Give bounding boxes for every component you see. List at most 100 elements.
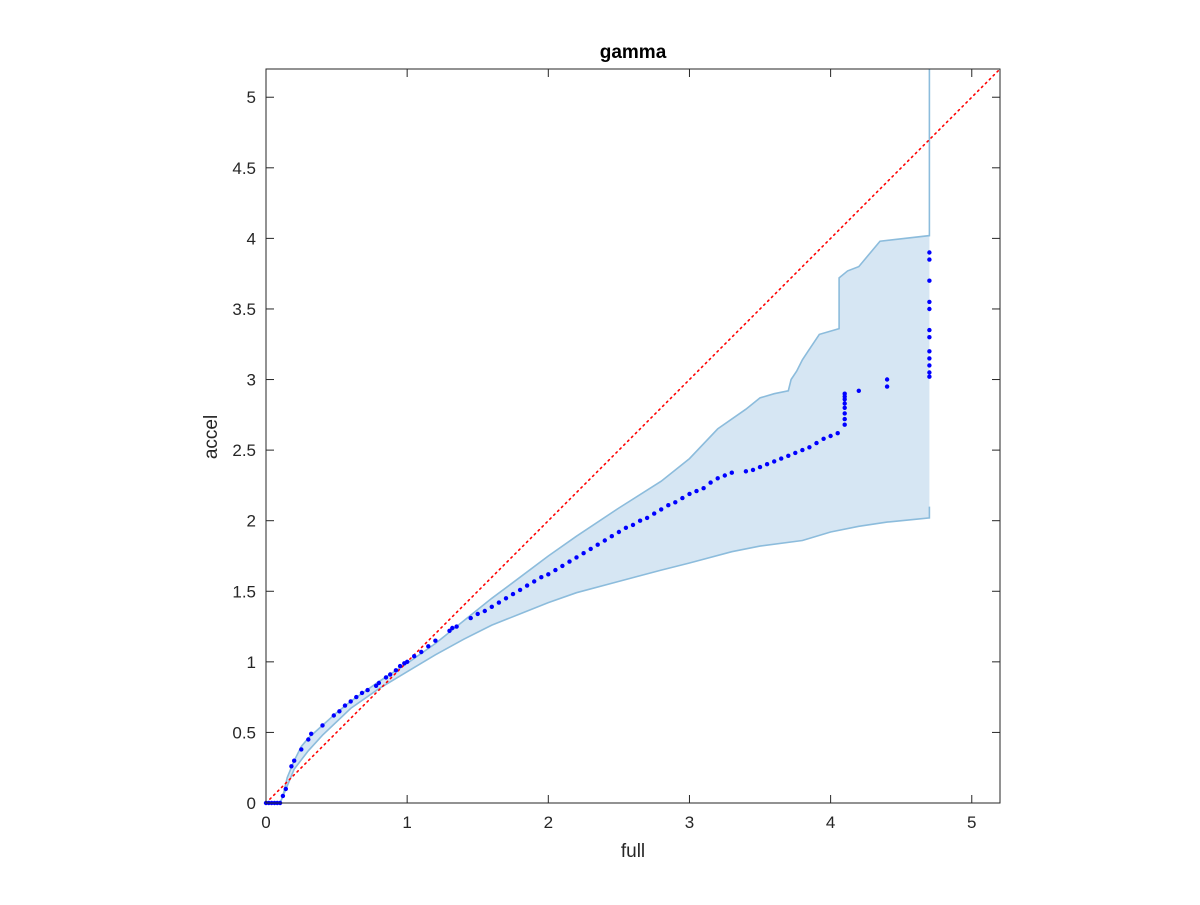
data-point	[715, 476, 720, 481]
y-tick-label: 4	[247, 229, 256, 248]
data-point	[673, 500, 678, 505]
data-point	[729, 470, 734, 475]
data-point	[359, 690, 365, 696]
data-point	[383, 675, 389, 680]
data-point	[757, 464, 763, 470]
data-point	[602, 538, 607, 543]
data-point	[280, 793, 286, 799]
reference-line	[265, 68, 1001, 804]
data-point	[637, 518, 643, 523]
data-point	[623, 525, 629, 530]
data-point	[419, 649, 424, 655]
data-point	[524, 583, 530, 588]
data-point	[927, 335, 932, 340]
data-point	[482, 608, 487, 614]
y-tick-label: 1	[247, 653, 256, 672]
y-tick-label: 2	[247, 512, 256, 531]
data-point	[337, 709, 342, 714]
data-point	[708, 480, 713, 485]
data-point	[842, 391, 847, 396]
y-tick-label: 3	[247, 371, 256, 390]
data-point	[588, 546, 593, 552]
data-point	[842, 422, 847, 427]
data-point	[927, 278, 932, 283]
data-point	[927, 327, 932, 333]
ticks-layer: 0 1 2 3 4 5 0 0.5 1 1.5 2 2.5 3 3.5 4 4.5 5	[232, 69, 1000, 832]
data-point	[454, 624, 459, 629]
data-point	[687, 491, 692, 497]
data-point	[927, 370, 932, 375]
confidence-band-fill	[280, 69, 930, 803]
data-point	[517, 587, 523, 593]
data-point	[289, 764, 294, 769]
data-point	[283, 786, 288, 792]
data-point	[320, 723, 325, 728]
y-axis-label: accel	[201, 415, 222, 459]
data-point	[644, 515, 650, 521]
data-point	[468, 615, 473, 621]
data-point	[447, 628, 452, 633]
data-point	[779, 456, 784, 461]
data-point	[609, 534, 614, 539]
y-tick-label: 2.5	[232, 441, 256, 460]
data-point	[393, 668, 399, 673]
data-point	[701, 486, 706, 491]
data-point	[309, 731, 314, 736]
data-point	[842, 411, 847, 416]
y-tick-label: 4.5	[232, 159, 256, 178]
data-point	[750, 467, 756, 473]
data-point	[412, 654, 417, 659]
y-tick-label: 0.5	[232, 723, 256, 742]
reference-line-layer	[265, 68, 1001, 804]
data-point	[764, 462, 770, 467]
data-point	[510, 591, 516, 597]
y-tick-label: 3.5	[232, 300, 256, 319]
band-upper-edge	[279, 69, 931, 804]
data-point	[581, 551, 586, 556]
data-point	[666, 503, 671, 508]
data-point	[595, 542, 600, 547]
y-tick-label: 5	[247, 88, 256, 107]
data-point	[786, 453, 791, 458]
data-point	[373, 683, 379, 688]
data-point	[927, 356, 932, 361]
x-tick-label: 1	[402, 813, 411, 832]
data-point	[365, 687, 370, 693]
data-point	[489, 604, 494, 609]
data-point	[927, 299, 932, 305]
data-point	[292, 758, 297, 763]
data-point	[772, 459, 777, 464]
data-point	[842, 401, 847, 406]
data-point	[567, 559, 572, 564]
data-point	[342, 703, 348, 708]
data-point	[927, 306, 932, 312]
axes-box	[265, 68, 1001, 804]
data-point	[652, 511, 657, 516]
data-point	[694, 488, 699, 494]
data-point	[397, 663, 403, 669]
y-tick-label: 1.5	[232, 582, 256, 601]
data-point	[884, 377, 890, 382]
data-point	[927, 250, 932, 255]
data-point	[927, 363, 932, 368]
axes-layer	[265, 68, 1001, 804]
data-point	[450, 625, 455, 631]
data-point	[743, 469, 749, 474]
x-axis-label: full	[621, 841, 645, 862]
data-point	[835, 431, 840, 436]
data-point	[828, 433, 833, 439]
data-point	[299, 747, 304, 752]
data-point	[574, 555, 579, 560]
data-point	[927, 257, 932, 262]
confidence-band-layer	[279, 69, 931, 804]
x-tick-label: 4	[826, 813, 835, 832]
x-tick-label: 5	[967, 813, 976, 832]
data-point	[630, 522, 636, 528]
data-point	[405, 659, 410, 664]
data-point	[722, 473, 727, 478]
data-point	[532, 579, 537, 584]
data-point	[553, 567, 558, 573]
data-point	[814, 440, 819, 446]
